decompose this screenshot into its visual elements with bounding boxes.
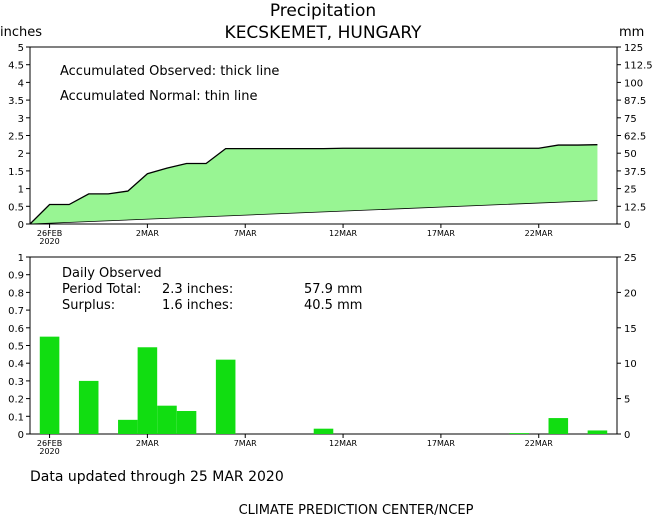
top-left-tick-label: 0.5 xyxy=(8,202,24,213)
bottom-right-tick-label: 0 xyxy=(624,430,630,441)
top-right-tick-label: 25 xyxy=(624,185,637,196)
top-right-tick-label: 37.5 xyxy=(624,167,646,178)
top-x-tick-label: 7MAR xyxy=(234,229,257,238)
top-right-tick-label: 12.5 xyxy=(624,202,646,213)
bottom-right-tick-label: 25 xyxy=(624,253,637,264)
top-right-tick-label: 100 xyxy=(624,78,643,89)
daily-bar xyxy=(157,405,177,434)
chart-title: Precipitation xyxy=(270,1,376,21)
top-left-tick-label: 2 xyxy=(18,149,24,160)
top-left-tick-label: 0 xyxy=(18,220,24,231)
top-left-tick-label: 4.5 xyxy=(8,61,24,72)
top-x-tick-label: 26FEB xyxy=(37,229,62,238)
top-left-tick-label: 3.5 xyxy=(8,96,24,107)
accumulated-normal-line xyxy=(29,200,598,225)
daily-bar xyxy=(587,430,608,434)
bottom-left-tick-label: 0.1 xyxy=(8,412,24,423)
period-total-inches: 2.3 inches: xyxy=(162,282,233,297)
daily-bar xyxy=(176,410,197,434)
daily-bar xyxy=(215,359,236,434)
top-x-tick-label: 12MAR xyxy=(329,229,358,238)
bottom-left-tick-label: 0.7 xyxy=(8,306,24,317)
top-left-tick-label: 5 xyxy=(18,43,24,54)
daily-bar xyxy=(509,433,529,434)
credit-line: CLIMATE PREDICTION CENTER/NCEP xyxy=(239,503,474,518)
top-right-tick-label: 125 xyxy=(624,43,643,54)
bottom-x-tick-label: 7MAR xyxy=(234,439,257,448)
right-unit-label: mm xyxy=(619,25,644,40)
daily-bar xyxy=(39,336,60,434)
bottom-right-tick-label: 5 xyxy=(624,395,630,406)
daily-bar xyxy=(137,347,158,434)
bottom-left-tick-label: 0.8 xyxy=(8,288,24,299)
data-updated-note: Data updated through 25 MAR 2020 xyxy=(30,469,284,485)
bottom-left-tick-label: 1 xyxy=(18,253,24,264)
daily-bar xyxy=(548,418,569,434)
bottom-x-tick-label: 12MAR xyxy=(329,439,358,448)
bottom-x-tick-label: 26FEB xyxy=(37,439,62,448)
top-x-tick-label: 17MAR xyxy=(427,229,456,238)
legend-annotation: Accumulated Normal: thin line xyxy=(60,89,258,104)
top-right-tick-label: 87.5 xyxy=(624,96,646,107)
bottom-left-tick-label: 0.2 xyxy=(8,395,24,406)
top-right-tick-label: 112.5 xyxy=(624,61,652,72)
daily-observed-label: Daily Observed xyxy=(62,266,162,281)
period-total-mm: 57.9 mm xyxy=(304,282,362,297)
top-left-tick-label: 2.5 xyxy=(8,132,24,143)
bottom-left-tick-label: 0.3 xyxy=(8,377,24,388)
left-unit-label: inches xyxy=(0,25,42,40)
top-right-tick-label: 75 xyxy=(624,114,637,125)
top-left-tick-label: 1.5 xyxy=(8,167,24,178)
bottom-left-tick-label: 0.5 xyxy=(8,342,24,353)
top-x-tick-label: 22MAR xyxy=(525,229,554,238)
bottom-left-tick-label: 0.9 xyxy=(8,271,24,282)
bottom-left-tick-label: 0.6 xyxy=(8,324,24,335)
daily-bar xyxy=(118,419,138,434)
surplus-label: Surplus: xyxy=(62,298,115,313)
top-left-tick-label: 3 xyxy=(18,114,24,125)
surplus-mm: 40.5 mm xyxy=(304,298,362,313)
bottom-right-tick-label: 20 xyxy=(624,288,637,299)
surplus-fill-area xyxy=(30,144,598,224)
bottom-right-tick-label: 10 xyxy=(624,359,637,370)
daily-bar xyxy=(313,428,334,434)
legend-annotation: Accumulated Observed: thick line xyxy=(60,64,279,79)
top-x-tick-label: 2MAR xyxy=(136,229,159,238)
top-left-tick-label: 1 xyxy=(18,185,24,196)
period-total-label: Period Total: xyxy=(62,282,141,297)
bottom-x-tick-label: 17MAR xyxy=(427,439,456,448)
bottom-right-tick-label: 15 xyxy=(624,324,637,335)
daily-bar xyxy=(78,380,99,434)
top-right-tick-label: 50 xyxy=(624,149,637,160)
accumulated-panel: 00.511.522.533.544.55012.52537.55062.575… xyxy=(0,25,652,246)
bottom-x-tick-sublabel: 2020 xyxy=(39,447,59,456)
daily-panel: 00.10.20.30.40.50.60.70.80.9105101520252… xyxy=(8,253,637,456)
top-x-tick-sublabel: 2020 xyxy=(39,237,59,246)
top-right-tick-label: 0 xyxy=(624,220,630,231)
bottom-x-tick-label: 2MAR xyxy=(136,439,159,448)
bottom-left-tick-label: 0 xyxy=(18,430,24,441)
surplus-inches: 1.6 inches: xyxy=(162,298,233,313)
bottom-left-tick-label: 0.4 xyxy=(8,359,24,370)
top-right-tick-label: 62.5 xyxy=(624,132,646,143)
chart-subtitle: KECSKEMET, HUNGARY xyxy=(225,23,423,43)
accumulated-observed-line xyxy=(29,144,598,225)
top-left-tick-label: 4 xyxy=(18,78,24,89)
bottom-x-tick-label: 22MAR xyxy=(525,439,554,448)
